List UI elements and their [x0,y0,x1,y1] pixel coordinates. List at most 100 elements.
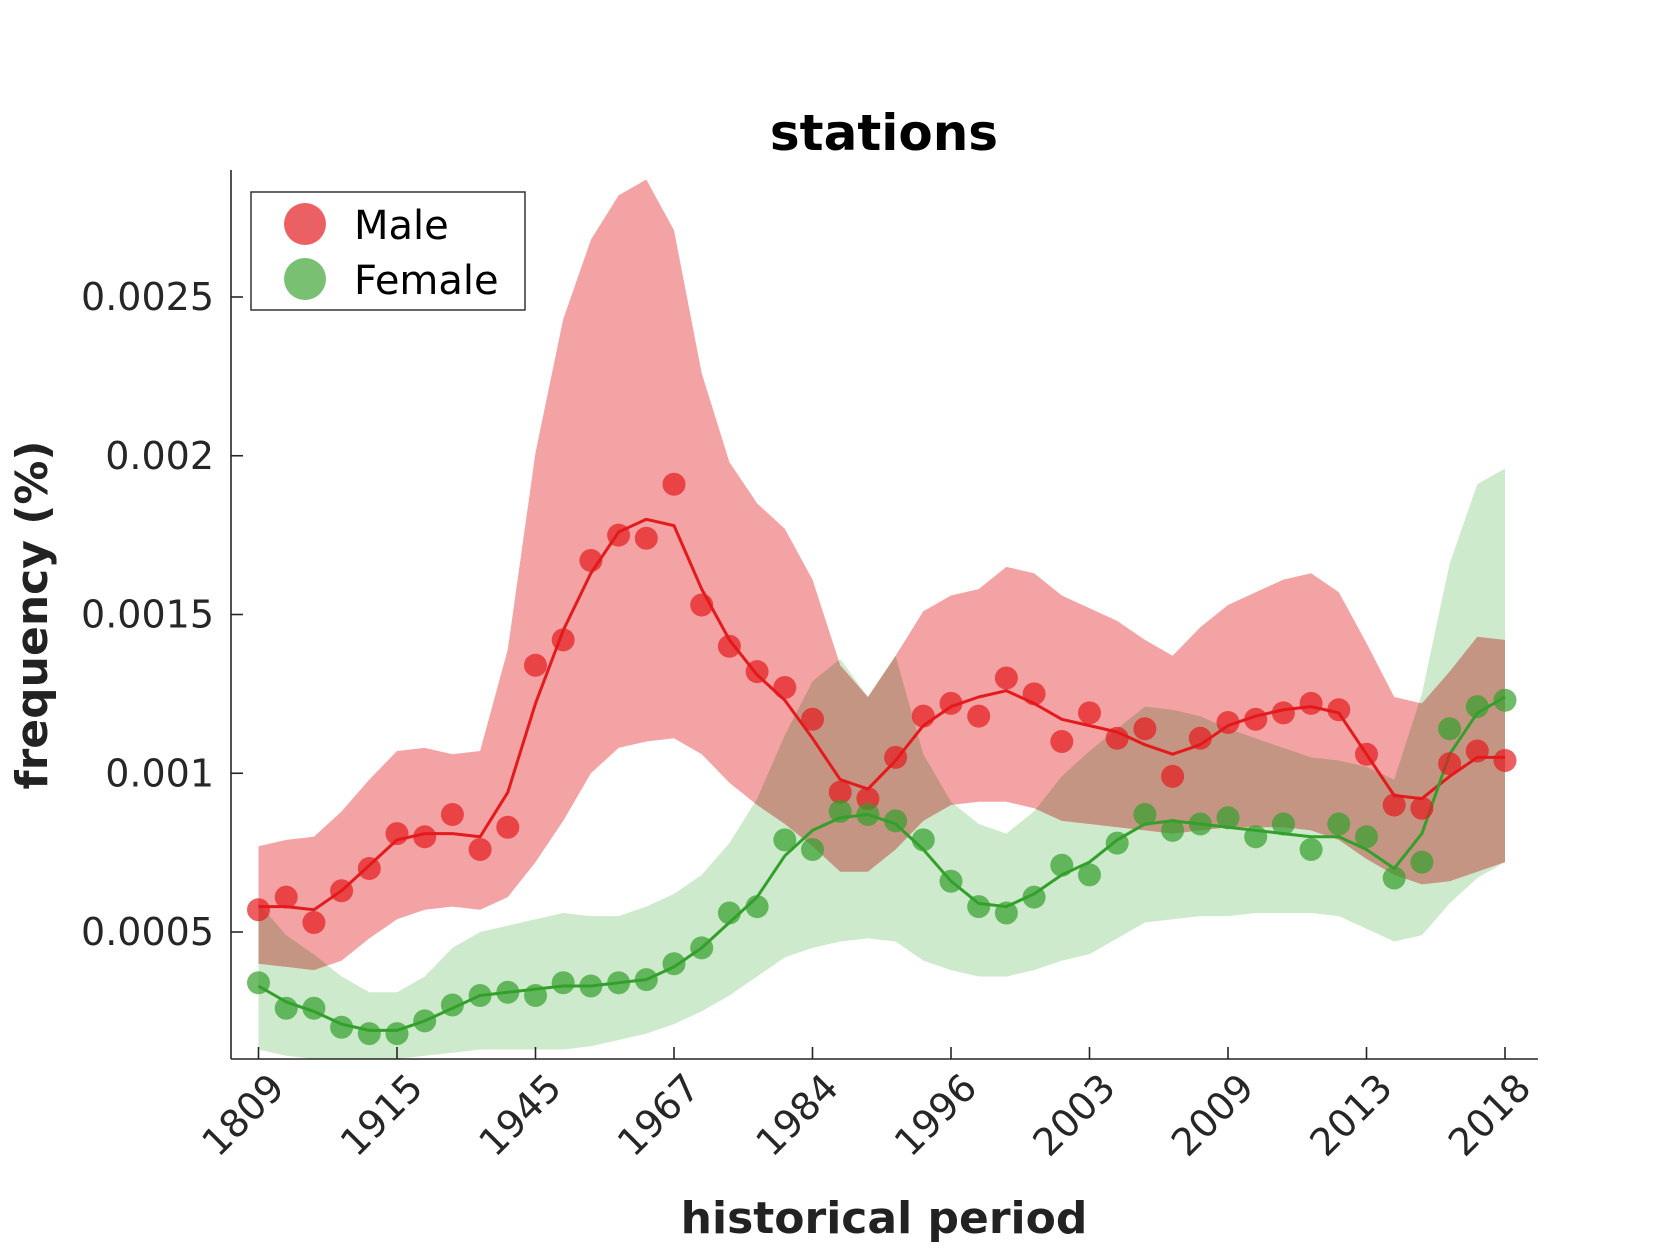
point-female [524,984,547,1007]
point-male [662,472,686,496]
y-ticks: 0.0005 0.001 0.0015 0.002 0.0025 [81,275,243,954]
legend-label-male: Male [354,203,449,249]
y-tick-label: 0.002 [105,434,214,478]
x-tick-label: 1809 [193,1065,293,1165]
point-male [1050,730,1074,753]
point-female [1299,838,1323,861]
point-male [967,704,991,728]
point-female [634,968,658,992]
point-female [551,971,575,995]
point-male [607,523,631,547]
point-female [1410,850,1434,874]
point-male [1465,739,1489,763]
point-female [1327,812,1351,836]
confidence-bands [258,179,1505,1059]
x-tick-label: 1984 [747,1065,847,1165]
point-female [828,799,852,823]
point-female [1133,803,1157,826]
point-male [1271,701,1295,725]
point-male [551,628,575,652]
series-points [247,472,1517,1046]
point-male [1216,711,1240,734]
point-male [1244,707,1268,731]
point-female [1050,853,1074,877]
point-female [884,809,908,833]
point-male [1355,742,1378,766]
point-male [1078,701,1101,725]
point-female [1465,695,1489,719]
point-female [967,895,991,919]
chart-title: stations [770,104,998,162]
point-male [1105,726,1129,750]
point-female [1078,863,1101,887]
point-female [1216,806,1240,830]
point-female [690,936,714,960]
point-female [607,971,631,995]
legend-marker-female [284,258,326,300]
point-female [579,974,603,998]
y-tick-label: 0.0015 [81,593,214,637]
point-female [1022,885,1046,909]
x-tick-label: 1945 [470,1065,570,1165]
point-male [330,879,354,903]
x-tick-label: 1915 [332,1065,432,1165]
point-female [1105,831,1129,855]
point-male [717,634,741,658]
point-female [413,1009,437,1033]
point-male [524,653,547,677]
x-tick-label: 2009 [1163,1065,1263,1165]
x-tick-label: 2018 [1440,1065,1540,1165]
x-ticks: 1809 1915 1945 1967 1984 1996 2003 2009 2013 2018 [193,1047,1539,1165]
point-male [1493,749,1517,772]
point-male [994,666,1018,690]
point-male [413,825,437,849]
point-female [939,869,963,893]
point-male [1161,764,1185,788]
point-female [801,838,824,861]
point-male [496,815,520,839]
point-female [1382,866,1406,890]
x-tick-label: 1996 [886,1065,986,1165]
point-male [1438,752,1462,776]
point-female [385,1022,409,1046]
point-male [1382,793,1406,817]
point-female [302,996,326,1020]
point-male [579,549,603,572]
point-female [1161,818,1185,842]
point-male [247,898,270,922]
point-female [856,803,880,826]
legend: Male Female [250,191,526,311]
point-female [662,952,686,976]
point-male [690,593,714,617]
point-female [440,993,464,1017]
point-female [468,984,492,1007]
point-female [773,828,797,852]
point-female [274,996,298,1020]
point-male [1022,682,1046,706]
point-female [1244,825,1268,849]
point-female [1188,812,1212,836]
point-male [385,822,409,846]
point-male [1133,717,1157,741]
point-male [302,911,326,934]
point-male [801,707,824,731]
point-female [1271,812,1295,836]
point-female [330,1015,354,1039]
point-male [634,526,658,550]
y-axis-label: frequency (%) [7,440,58,789]
point-male [939,691,963,715]
point-male [440,803,464,826]
y-tick-label: 0.0025 [81,275,214,319]
point-female [745,895,769,919]
x-tick-label: 2013 [1301,1065,1401,1165]
point-female [496,980,520,1004]
point-male [884,745,908,769]
point-female [357,1022,381,1046]
point-male [1327,698,1351,722]
point-male [1188,726,1212,750]
y-tick-label: 0.001 [105,751,214,795]
series-lines [257,517,1506,1032]
legend-marker-male [284,203,326,245]
point-male [1299,691,1323,715]
point-female [1438,717,1462,741]
